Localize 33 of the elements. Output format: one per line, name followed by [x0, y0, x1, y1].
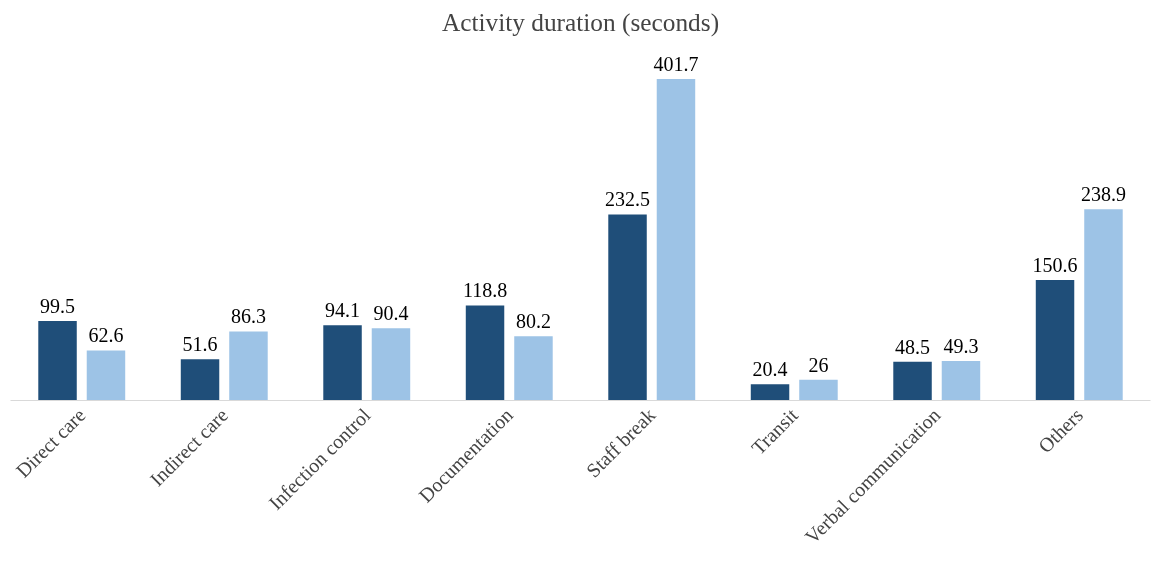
bar	[941, 361, 981, 401]
data-label: 26	[808, 353, 829, 376]
bar	[465, 305, 505, 401]
bar	[86, 350, 126, 401]
bar	[656, 79, 696, 401]
bar	[750, 384, 790, 401]
data-label: 48.5	[895, 335, 931, 358]
data-label: 86.3	[230, 305, 266, 328]
bar	[323, 325, 362, 401]
bar	[371, 328, 411, 401]
bar	[893, 361, 932, 401]
data-label: 51.6	[182, 333, 218, 356]
data-label: 99.5	[40, 294, 76, 317]
data-label: 238.9	[1080, 183, 1126, 206]
data-label: 94.1	[325, 299, 361, 322]
data-label: 150.6	[1032, 253, 1078, 276]
data-label: 62.6	[88, 324, 124, 347]
bar	[180, 359, 220, 401]
chart-title: Activity duration (seconds)	[441, 7, 720, 37]
bar	[514, 336, 553, 401]
bar	[799, 379, 838, 401]
bar	[608, 214, 647, 401]
bar	[1035, 279, 1075, 401]
data-label: 118.8	[462, 279, 508, 302]
data-label: 80.2	[515, 310, 551, 333]
bar	[38, 320, 77, 401]
bar	[229, 331, 268, 401]
data-label: 232.5	[605, 188, 651, 211]
data-label: 401.7	[653, 53, 699, 76]
data-label: 90.4	[373, 302, 409, 325]
data-label: 20.4	[752, 358, 788, 381]
data-label: 49.3	[943, 335, 979, 358]
bar	[1084, 209, 1123, 401]
